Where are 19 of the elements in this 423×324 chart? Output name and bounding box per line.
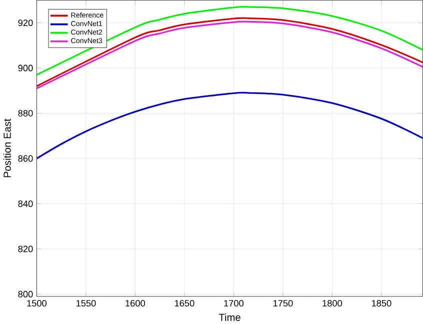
x-tick-label: 1500 bbox=[27, 300, 47, 306]
line-series bbox=[36, 6, 423, 76]
x-tick-label: 1800 bbox=[322, 300, 342, 306]
y-tick-label: 880 bbox=[18, 110, 33, 116]
y-tick-label: 920 bbox=[18, 19, 33, 26]
x-tick-label: 1750 bbox=[273, 300, 293, 306]
y-tick-label: 900 bbox=[18, 64, 33, 72]
y-tick-label: 860 bbox=[18, 155, 33, 162]
y-axis-title: Position East bbox=[3, 118, 11, 177]
line-series bbox=[36, 92, 423, 160]
x-axis-title: Time bbox=[218, 313, 240, 321]
x-tick-label: 1600 bbox=[126, 300, 146, 306]
y-tick-label: 840 bbox=[18, 200, 33, 207]
x-tick-label: 1850 bbox=[372, 300, 392, 306]
y-tick-label: 800 bbox=[18, 290, 33, 298]
x-tick-label: 1550 bbox=[76, 300, 96, 306]
y-tick-label: 820 bbox=[18, 246, 33, 252]
x-tick-label: 1650 bbox=[174, 300, 194, 306]
x-tick-label: 1700 bbox=[224, 300, 244, 306]
